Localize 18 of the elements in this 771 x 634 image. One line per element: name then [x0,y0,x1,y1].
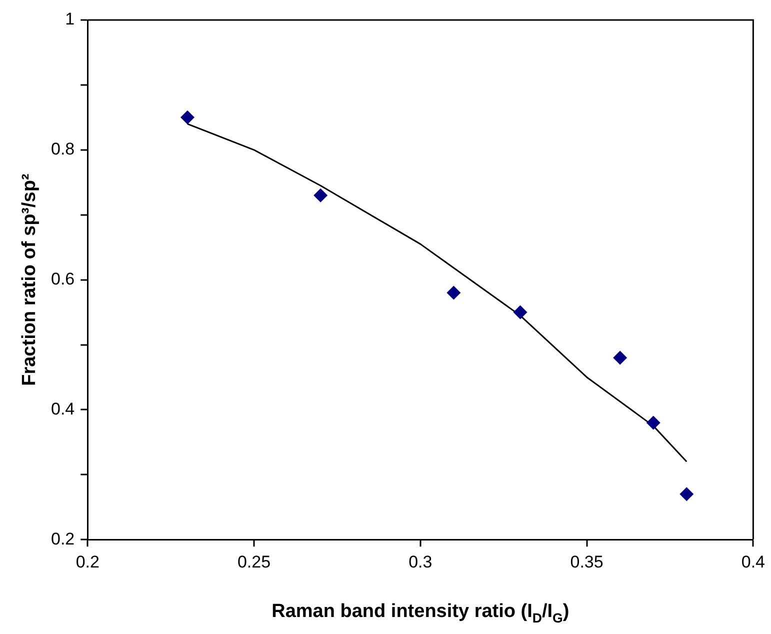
y-tick-label: 0.8 [50,140,75,159]
y-tick-label: 0.6 [50,269,75,288]
point [513,305,528,320]
point [314,188,328,202]
point [180,110,194,124]
y-tick-label: 0.4 [50,399,75,418]
x-tick-label: 0.25 [237,552,271,572]
point [680,487,694,502]
point [446,286,461,300]
point [613,350,628,365]
point [646,416,660,430]
x-tick-label: 0.3 [408,552,432,572]
x-tick-label: 0.4 [741,552,766,572]
y-tick-label: 1 [65,10,75,29]
x-tick-label: 0.35 [570,552,604,572]
y-tick-label: 0.2 [50,529,75,548]
x-tick-label: 0.2 [76,552,100,572]
y-axis-title: Fraction ratio of sp³/sp² [19,174,40,386]
